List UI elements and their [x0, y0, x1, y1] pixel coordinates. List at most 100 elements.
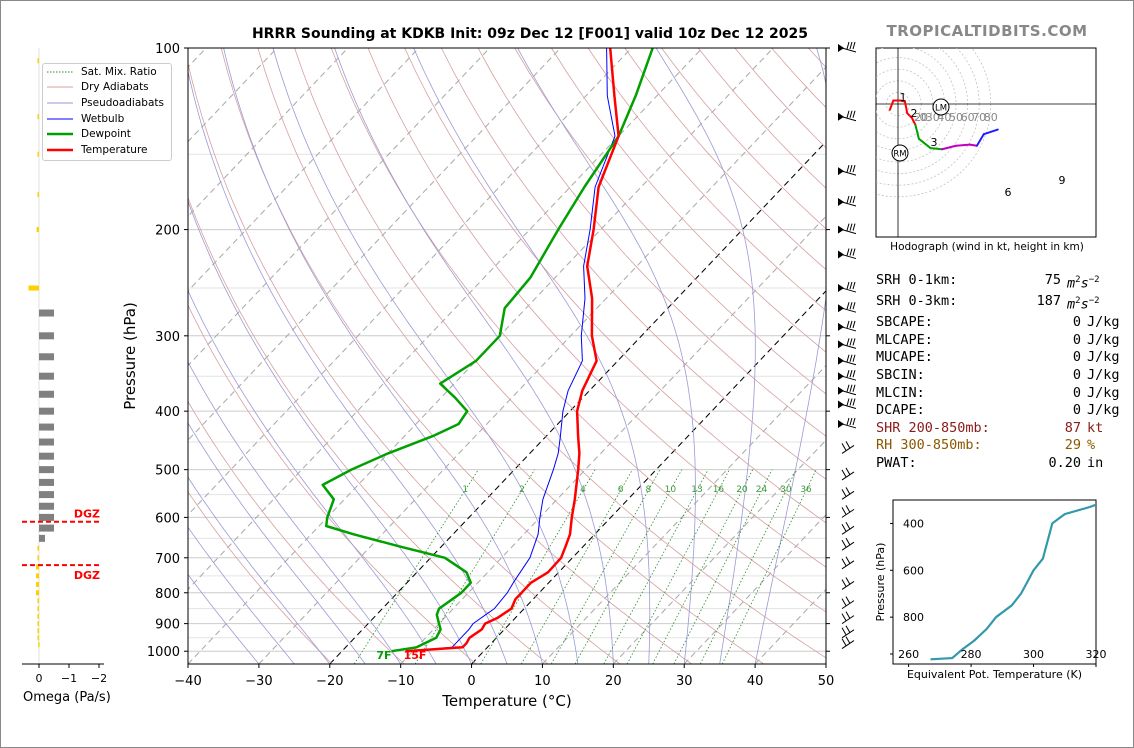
mixing-ratio-label: 16: [713, 485, 725, 495]
mixing-ratio-label: 20: [736, 485, 748, 495]
omega-bar: [39, 478, 54, 486]
x-axis-label: Temperature (°C): [441, 692, 571, 710]
omega-bar: [37, 192, 39, 198]
wind-barbs: [838, 41, 857, 650]
hodograph-ring-label: 30: [926, 111, 940, 124]
stat-label: MLCIN:: [876, 384, 925, 401]
hodograph-caption: Hodograph (wind in kt, height in km): [890, 241, 1084, 253]
wind-barb: [841, 47, 857, 53]
legend-item: Dry Adiabats: [43, 80, 171, 96]
wind-barb: [841, 490, 855, 500]
legend-label: Wetbulb: [81, 112, 125, 125]
wind-barb: [838, 167, 844, 176]
tick-label: −1: [61, 672, 77, 685]
wind-barb: [852, 302, 856, 310]
tick-label: −2: [91, 672, 107, 685]
wind-barb: [841, 469, 847, 478]
omega-bar: [37, 598, 39, 604]
stat-label: RH 300-850mb:: [876, 437, 982, 454]
wind-barb: [841, 326, 857, 332]
tick-label: 0: [467, 674, 475, 689]
stat-label: MLCAPE:: [876, 331, 933, 348]
mixing-ratio-label: 2: [519, 485, 525, 495]
wind-barb: [849, 223, 853, 231]
wind-barb: [846, 110, 850, 118]
omega-bar: [37, 628, 39, 634]
wind-barb: [841, 116, 857, 122]
wind-barb: [852, 370, 856, 378]
tick-label: 800: [155, 587, 180, 602]
isotherm-line: [188, 48, 491, 367]
mixing-ratio-label: 10: [665, 485, 677, 495]
mixing-ratio-line: [721, 469, 817, 664]
wind-barb: [852, 354, 856, 362]
legend-label: Dry Adiabats: [81, 81, 149, 94]
stat-row: RH 300-850mb: 29%: [876, 437, 1120, 455]
tick-label: −10: [387, 674, 414, 689]
hodograph-trace: [906, 112, 913, 119]
hodograph-trace: [917, 137, 932, 150]
theta-e-y-tick-label: 600: [903, 564, 924, 577]
hodograph-trace: [955, 143, 971, 147]
omega-bar: [36, 564, 39, 570]
brand-logo: TROPICALTIDBITS.COM: [886, 22, 1088, 40]
wind-barb: [852, 384, 856, 392]
dry-adiabat: [188, 491, 333, 664]
wind-barb: [841, 613, 847, 621]
theta-e-y-tick-label: 800: [903, 611, 924, 624]
wind-barb: [845, 577, 851, 585]
theta-e-x-tick-label: 300: [1023, 648, 1044, 661]
wind-barb: [838, 372, 844, 381]
dry-adiabat: [551, 48, 826, 353]
wind-barb: [841, 445, 855, 454]
legend-item: Dewpoint: [43, 126, 171, 142]
mixing-ratio-line: [699, 469, 797, 664]
mixing-ratio-label: 6: [618, 485, 624, 495]
sounding-stats: SRH 0-1km: 75 m2s−2 SRH 0-3km: 187 m2s−2 SBCAP…: [876, 272, 1120, 473]
hodograph-trace: [975, 133, 985, 147]
pseudoadiabat: [272, 48, 579, 664]
omega-bar: [39, 407, 54, 415]
wind-barb: [846, 320, 850, 329]
stat-value: 29: [1064, 437, 1081, 454]
pseudoadiabat: [188, 526, 295, 664]
theta-e-x-tick-label: 320: [1086, 648, 1107, 661]
isotherm-line: [188, 48, 561, 441]
pseudoadiabat: [188, 476, 331, 664]
omega-bar: [39, 513, 54, 521]
dry-adiabat: [188, 61, 621, 664]
wind-barb: [841, 489, 847, 497]
stat-row: SBCIN: 0 J/kg: [876, 367, 1120, 385]
stat-label: SRH 0-1km:: [876, 272, 958, 288]
hodograph-height-label: 3: [931, 136, 938, 149]
isotherm-line: [400, 215, 826, 664]
hodograph-frame: [875, 47, 1097, 238]
tick-label: 20: [605, 674, 622, 689]
pseudoadiabat: [413, 48, 651, 664]
storm-motion-marker: [932, 98, 950, 116]
stat-label: SHR 200-850mb:: [876, 419, 990, 436]
wind-barb: [841, 170, 857, 176]
wind-barb: [841, 307, 857, 313]
wind-barb: [846, 248, 850, 256]
mixing-ratio-label: 1: [462, 485, 468, 495]
dry-adiabat: [404, 48, 826, 524]
tick-label: 30: [676, 674, 693, 689]
hodograph-ring-label: 20: [914, 111, 928, 124]
dry-adiabat: [477, 48, 826, 437]
storm-motion-marker: [891, 144, 909, 162]
wind-barb: [841, 581, 855, 590]
hodograph-trace: [982, 128, 999, 136]
wind-barb: [852, 398, 856, 406]
wind-barb: [841, 598, 847, 606]
mixing-ratio-label: 13: [691, 485, 702, 495]
pseudoadiabat: [188, 573, 260, 664]
omega-bar: [39, 524, 54, 532]
tick-label: 700: [155, 552, 180, 567]
omega-bar: [38, 642, 40, 648]
wind-barb: [846, 398, 850, 406]
wind-barb: [849, 384, 853, 392]
wind-barb: [841, 560, 855, 570]
tick-label: 100: [155, 42, 180, 57]
stat-unit: J/kg: [1087, 366, 1120, 383]
